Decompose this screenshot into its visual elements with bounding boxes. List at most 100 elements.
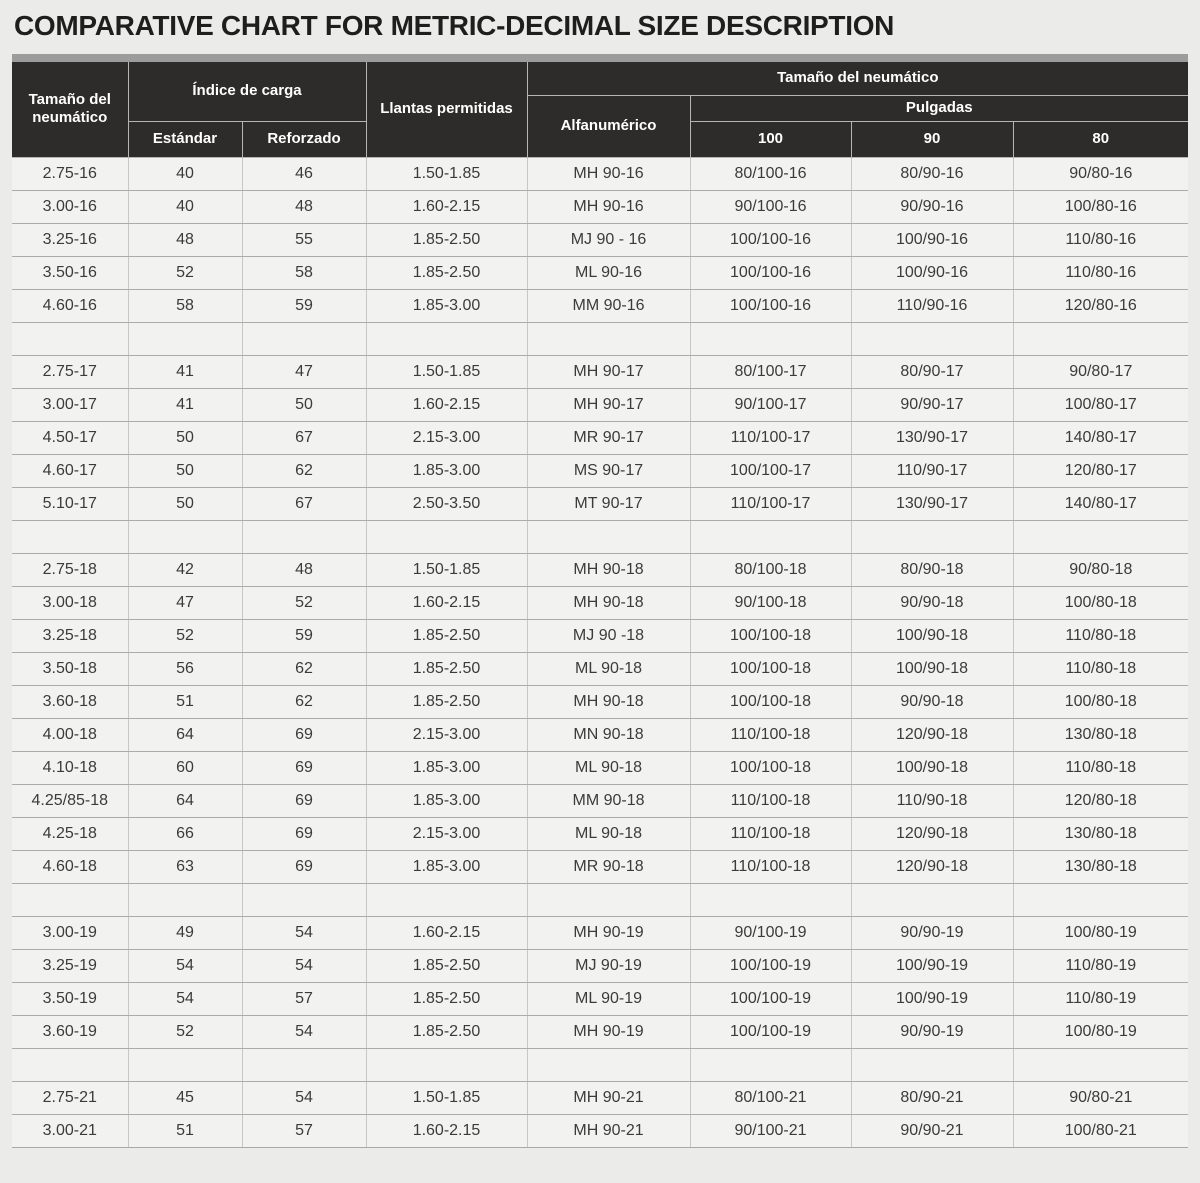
table-cell: 120/90-18 — [850, 850, 1013, 884]
table-row: 3.00-21 51 57 1.60-2.15 MH 90-21 90/100-21 90/… — [12, 1114, 1189, 1147]
table-cell: 45 — [127, 1081, 242, 1115]
table-cell: 110/80-18 — [1012, 652, 1189, 686]
top-strip — [12, 54, 1188, 62]
table-cell: 80/100-18 — [689, 553, 851, 587]
table-cell: 100/100-16 — [689, 256, 851, 290]
table-cell: ML 90-16 — [526, 256, 690, 290]
spacer-cell — [127, 1048, 242, 1082]
table-cell: 50 — [127, 454, 242, 488]
table-cell: MH 90-17 — [526, 388, 690, 422]
table-cell: ML 90-19 — [526, 982, 690, 1016]
table-cell: 56 — [127, 652, 242, 686]
table-cell: 110/80-18 — [1012, 619, 1189, 653]
table-cell: 40 — [127, 157, 242, 191]
table-cell: 100/80-21 — [1012, 1114, 1189, 1147]
table-cell: 48 — [241, 553, 366, 587]
table-cell: 2.75-18 — [12, 553, 128, 587]
table-cell: 40 — [127, 190, 242, 224]
spacer-cell — [689, 322, 851, 356]
header-tire-size-right: Tamaño del neumático — [526, 61, 1189, 96]
table-cell: 80/100-21 — [689, 1081, 851, 1115]
table-cell: 1.60-2.15 — [365, 388, 527, 422]
table-row: 3.60-18 51 62 1.85-2.50 MH 90-18 100/100-18 90… — [12, 685, 1189, 719]
header-standard: Estándar — [127, 120, 243, 158]
spacer-cell — [526, 520, 690, 554]
spacer-cell — [127, 520, 242, 554]
table-row: 3.00-19 49 54 1.60-2.15 MH 90-19 90/100-19 90/… — [12, 916, 1189, 950]
header-load-index: Índice de carga — [127, 61, 367, 122]
table-cell: 80/90-21 — [850, 1081, 1013, 1115]
table-cell: 3.25-19 — [12, 949, 128, 983]
table-cell: 90/90-17 — [850, 388, 1013, 422]
spacer-cell — [850, 1048, 1013, 1082]
table-cell: 100/100-17 — [689, 454, 851, 488]
table-cell: 110/80-16 — [1012, 223, 1189, 257]
table-cell: 1.85-2.50 — [365, 652, 527, 686]
table-cell: 1.50-1.85 — [365, 1081, 527, 1115]
table-cell: 130/80-18 — [1012, 850, 1189, 884]
table-cell: 110/100-18 — [689, 850, 851, 884]
table-cell: 100/100-18 — [689, 685, 851, 719]
table-body: 2.75-16 40 46 1.50-1.85 MH 90-16 80/100-16 80/… — [12, 157, 1189, 1147]
table-cell: 52 — [127, 619, 242, 653]
table-cell: 54 — [127, 949, 242, 983]
table-cell: 58 — [127, 289, 242, 323]
table-cell: 67 — [241, 487, 366, 521]
spacer-cell — [365, 322, 527, 356]
spacer-cell — [526, 883, 690, 917]
table-cell: ML 90-18 — [526, 817, 690, 851]
table-cell: MH 90-19 — [526, 1015, 690, 1049]
table-cell: 110/100-17 — [689, 421, 851, 455]
table-cell: 3.00-19 — [12, 916, 128, 950]
spacer-cell — [241, 322, 366, 356]
table-cell: 2.15-3.00 — [365, 421, 527, 455]
spacer-cell — [526, 322, 690, 356]
table-cell: MM 90-18 — [526, 784, 690, 818]
table-cell: 66 — [127, 817, 242, 851]
spacer-cell — [12, 883, 128, 917]
table-cell: 1.50-1.85 — [365, 355, 527, 389]
table-row: 2.75-18 42 48 1.50-1.85 MH 90-18 80/100-18 80/… — [12, 553, 1189, 587]
table-row: 4.60-16 58 59 1.85-3.00 MM 90-16 100/100-16 11… — [12, 289, 1189, 323]
table-cell: 90/90-19 — [850, 916, 1013, 950]
table-cell: MR 90-17 — [526, 421, 690, 455]
table-cell: 120/90-18 — [850, 718, 1013, 752]
table-cell: 47 — [241, 355, 366, 389]
table-cell: MH 90-16 — [526, 157, 690, 191]
spacer-cell — [689, 520, 851, 554]
table-cell: 90/80-17 — [1012, 355, 1189, 389]
table-cell: 80/90-17 — [850, 355, 1013, 389]
spacer-row — [12, 322, 1189, 356]
table-cell: 3.50-16 — [12, 256, 128, 290]
table-row: 4.60-18 63 69 1.85-3.00 MR 90-18 110/100-18 12… — [12, 850, 1189, 884]
table-cell: 100/80-17 — [1012, 388, 1189, 422]
table-cell: 47 — [127, 586, 242, 620]
table-cell: 4.60-17 — [12, 454, 128, 488]
table-cell: MJ 90 - 16 — [526, 223, 690, 257]
table-cell: 1.85-2.50 — [365, 949, 527, 983]
table-cell: 100/90-18 — [850, 652, 1013, 686]
table-cell: 110/80-19 — [1012, 949, 1189, 983]
table-cell: 2.75-16 — [12, 157, 128, 191]
table-header: Tamaño del neumático Índice de carga Lla… — [11, 61, 1189, 158]
table-row: 5.10-17 50 67 2.50-3.50 MT 90-17 110/100-17 13… — [12, 487, 1189, 521]
table-cell: 1.60-2.15 — [365, 190, 527, 224]
table-cell: 100/80-19 — [1012, 916, 1189, 950]
table-cell: 59 — [241, 289, 366, 323]
spacer-cell — [241, 883, 366, 917]
table-row: 3.50-18 56 62 1.85-2.50 ML 90-18 100/100-18 10… — [12, 652, 1189, 686]
spacer-cell — [12, 1048, 128, 1082]
table-cell: 1.85-2.50 — [365, 619, 527, 653]
table-cell: MJ 90-19 — [526, 949, 690, 983]
table-row: 4.25-18 66 69 2.15-3.00 ML 90-18 110/100-18 12… — [12, 817, 1189, 851]
table-row: 2.75-17 41 47 1.50-1.85 MH 90-17 80/100-17 80/… — [12, 355, 1189, 389]
table-cell: 69 — [241, 751, 366, 785]
spacer-cell — [526, 1048, 690, 1082]
table-cell: 90/80-18 — [1012, 553, 1189, 587]
table-wrapper: Tamaño del neumático Índice de carga Lla… — [11, 54, 1189, 1148]
table-cell: 3.00-21 — [12, 1114, 128, 1147]
table-cell: 100/100-18 — [689, 619, 851, 653]
table-cell: MH 90-18 — [526, 685, 690, 719]
table-cell: 140/80-17 — [1012, 487, 1189, 521]
